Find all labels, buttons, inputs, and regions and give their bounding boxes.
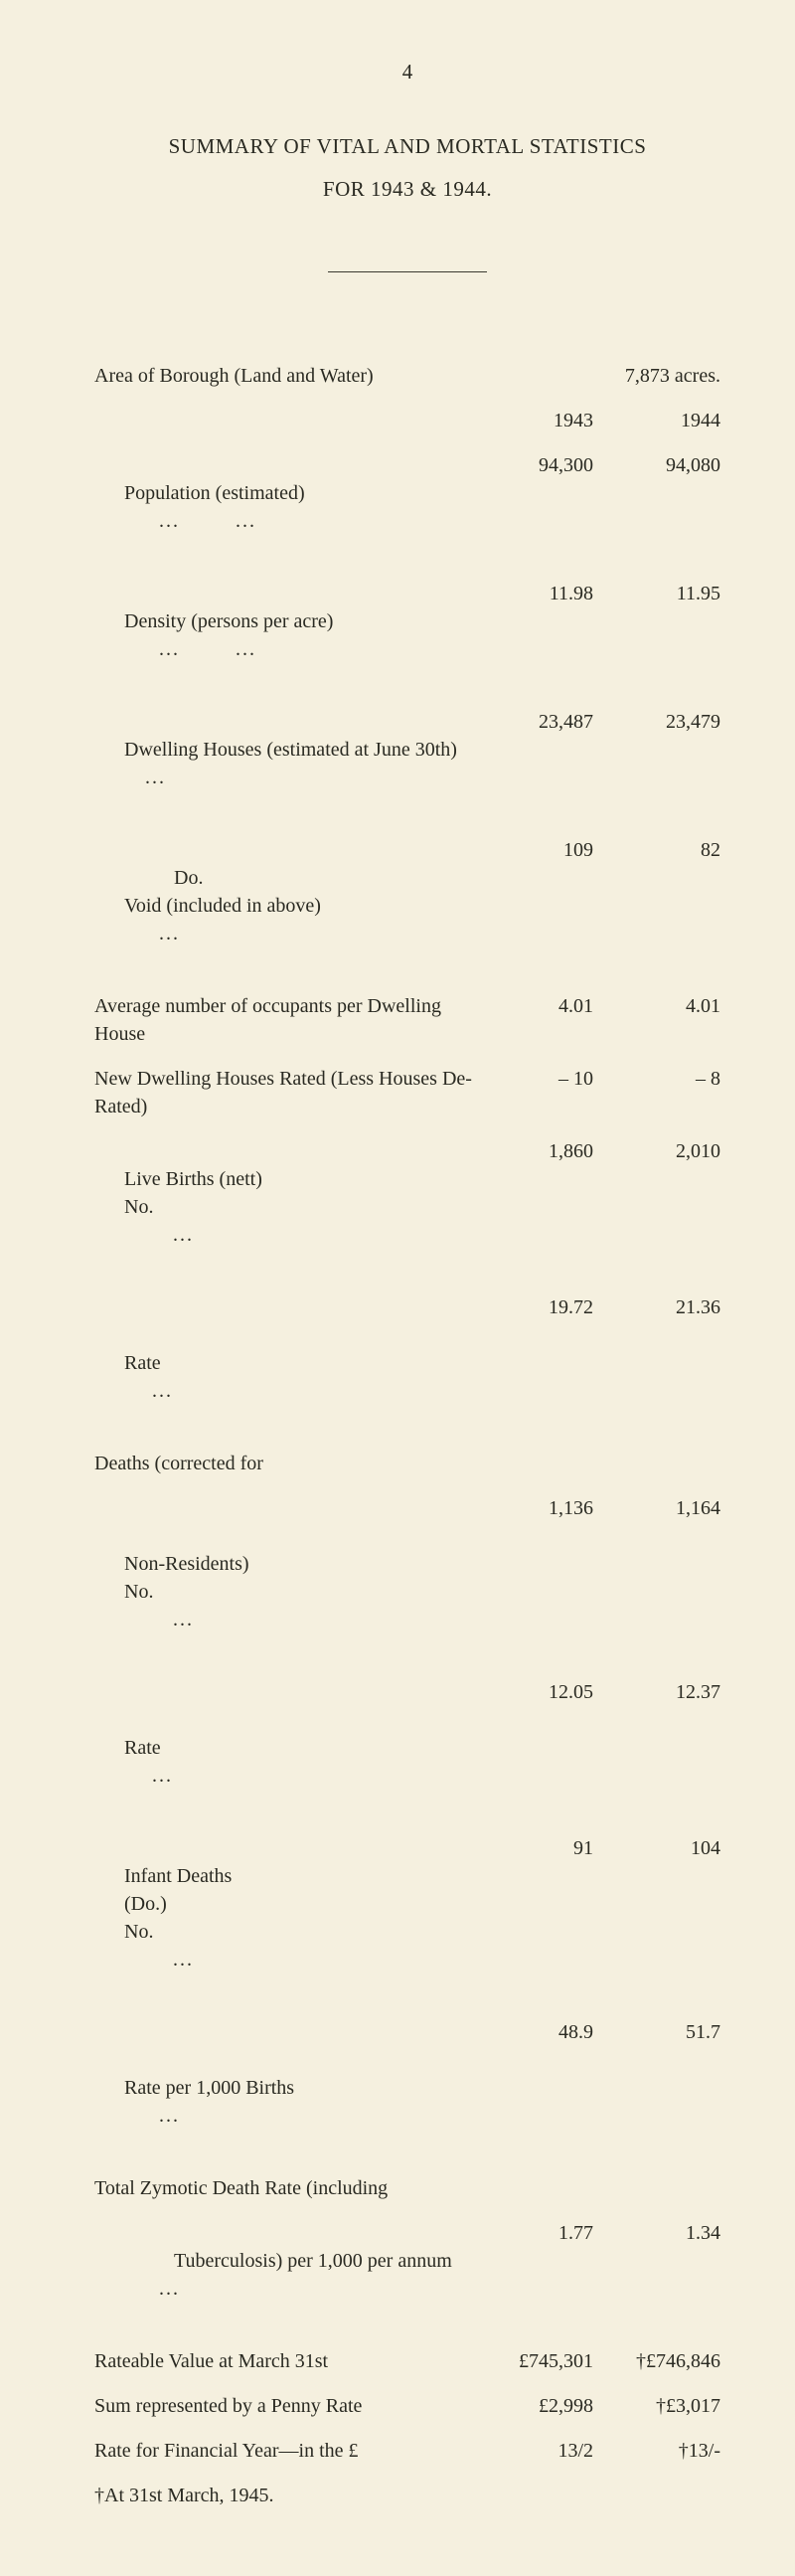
ellipsis: ... <box>124 2105 180 2127</box>
row-v2: 104 <box>611 1834 720 1862</box>
table-row: Do. Void (included in above) ... 109 82 <box>94 836 720 975</box>
row-label: Total Zymotic Death Rate (including <box>94 2174 484 2202</box>
row-v2: 94,080 <box>611 451 720 479</box>
row-v1: 4.01 <box>484 992 611 1020</box>
area-label: Area of Borough (Land and Water) <box>94 362 484 390</box>
section-header: Total Zymotic Death Rate (including <box>94 2174 720 2202</box>
row-v1: 1,136 <box>484 1494 611 1522</box>
section-header: Deaths (corrected for <box>94 1450 720 1477</box>
table-row: Population (estimated) ... ... 94,300 94… <box>94 451 720 563</box>
row-v1: 48.9 <box>484 2018 611 2046</box>
row-v1: 1.77 <box>484 2219 611 2247</box>
table-row: Rate per 1,000 Births ... 48.9 51.7 <box>94 2018 720 2157</box>
page-number: 4 <box>94 60 720 85</box>
document-subtitle: FOR 1943 & 1944. <box>94 177 720 202</box>
row-label: Live Births (nett) No. ... <box>94 1137 484 1277</box>
area-value: 7,873 acres. <box>611 362 720 390</box>
title-rule <box>328 271 487 272</box>
row-v1: 109 <box>484 836 611 864</box>
row-label: Rateable Value at March 31st <box>94 2347 484 2375</box>
footnote: †At 31st March, 1945. <box>94 2482 720 2509</box>
row-label: Non-Residents) No. ... <box>94 1494 484 1661</box>
ellipsis: ... <box>124 2278 180 2300</box>
table-row: Sum represented by a Penny Rate £2,998 †… <box>94 2392 720 2420</box>
row-v1: 12.05 <box>484 1678 611 1706</box>
year-1943: 1943 <box>484 407 611 434</box>
ellipsis: ... <box>124 1380 173 1402</box>
row-label: New Dwelling Houses Rated (Less Houses D… <box>94 1065 484 1120</box>
table-row: Rate for Financial Year—in the £ 13/2 †1… <box>94 2437 720 2465</box>
row-v1: 91 <box>484 1834 611 1862</box>
row-v1: – 10 <box>484 1065 611 1093</box>
document-page: 4 SUMMARY OF VITAL AND MORTAL STATISTICS… <box>0 0 795 2576</box>
row-v1: 11.98 <box>484 580 611 607</box>
row-v1: 94,300 <box>484 451 611 479</box>
row-v1: 23,487 <box>484 708 611 736</box>
row-label: Rate ... <box>94 1678 484 1817</box>
row-label: Density (persons per acre) ... ... <box>94 580 484 691</box>
row-label: Average number of occupants per Dwelling… <box>94 992 484 1048</box>
row-label: Do. Void (included in above) ... <box>94 836 484 975</box>
row-v2: – 8 <box>611 1065 720 1093</box>
table-row: Non-Residents) No. ... 1,136 1,164 <box>94 1494 720 1661</box>
row-v2: 1.34 <box>611 2219 720 2247</box>
ellipsis: ... ... <box>124 638 256 660</box>
document-title: SUMMARY OF VITAL AND MORTAL STATISTICS <box>94 134 720 159</box>
row-v2: 21.36 <box>611 1293 720 1321</box>
row-v1: 19.72 <box>484 1293 611 1321</box>
ellipsis: ... ... <box>124 510 256 532</box>
area-line: Area of Borough (Land and Water) 7,873 a… <box>94 362 720 390</box>
table-row: Infant Deaths (Do.) No. ... 91 104 <box>94 1834 720 2001</box>
row-label: Dwelling Houses (estimated at June 30th)… <box>94 708 484 819</box>
row-label: Infant Deaths (Do.) No. ... <box>94 1834 484 2001</box>
ellipsis: ... <box>124 767 166 788</box>
row-v2: †13/- <box>611 2437 720 2465</box>
table-row: Rate ... 12.05 12.37 <box>94 1678 720 1817</box>
row-v1: 13/2 <box>484 2437 611 2465</box>
row-v1: £2,998 <box>484 2392 611 2420</box>
row-v2: †£746,846 <box>611 2347 720 2375</box>
footnote-text: †At 31st March, 1945. <box>94 2482 484 2509</box>
row-v2: 51.7 <box>611 2018 720 2046</box>
table-row: New Dwelling Houses Rated (Less Houses D… <box>94 1065 720 1120</box>
ellipsis: ... <box>124 1609 194 1631</box>
row-v2: 11.95 <box>611 580 720 607</box>
row-label: Rate ... <box>94 1293 484 1433</box>
row-v2: 4.01 <box>611 992 720 1020</box>
row-label: Rate per 1,000 Births ... <box>94 2018 484 2157</box>
row-label: Sum represented by a Penny Rate <box>94 2392 484 2420</box>
row-label: Deaths (corrected for <box>94 1450 484 1477</box>
ellipsis: ... <box>124 1765 173 1787</box>
row-v2: 1,164 <box>611 1494 720 1522</box>
table-row: Density (persons per acre) ... ... 11.98… <box>94 580 720 691</box>
row-v2: 82 <box>611 836 720 864</box>
ellipsis: ... <box>124 1224 194 1246</box>
ellipsis: ... <box>124 1949 194 1971</box>
row-v1: 1,860 <box>484 1137 611 1165</box>
year-header: 1943 1944 <box>94 407 720 434</box>
row-label: Rate for Financial Year—in the £ <box>94 2437 484 2465</box>
table-row: Rateable Value at March 31st £745,301 †£… <box>94 2347 720 2375</box>
ellipsis: ... <box>124 923 180 945</box>
table-row: Live Births (nett) No. ... 1,860 2,010 <box>94 1137 720 1277</box>
row-v2: 23,479 <box>611 708 720 736</box>
table-row: Tuberculosis) per 1,000 per annum ... 1.… <box>94 2219 720 2330</box>
table-row: Dwelling Houses (estimated at June 30th)… <box>94 708 720 819</box>
row-v2: †£3,017 <box>611 2392 720 2420</box>
row-label: Population (estimated) ... ... <box>94 451 484 563</box>
row-v1: £745,301 <box>484 2347 611 2375</box>
table-row: Average number of occupants per Dwelling… <box>94 992 720 1048</box>
table-row: Rate ... 19.72 21.36 <box>94 1293 720 1433</box>
row-v2: 12.37 <box>611 1678 720 1706</box>
row-v2: 2,010 <box>611 1137 720 1165</box>
year-1944: 1944 <box>611 407 720 434</box>
row-label: Tuberculosis) per 1,000 per annum ... <box>94 2219 484 2330</box>
